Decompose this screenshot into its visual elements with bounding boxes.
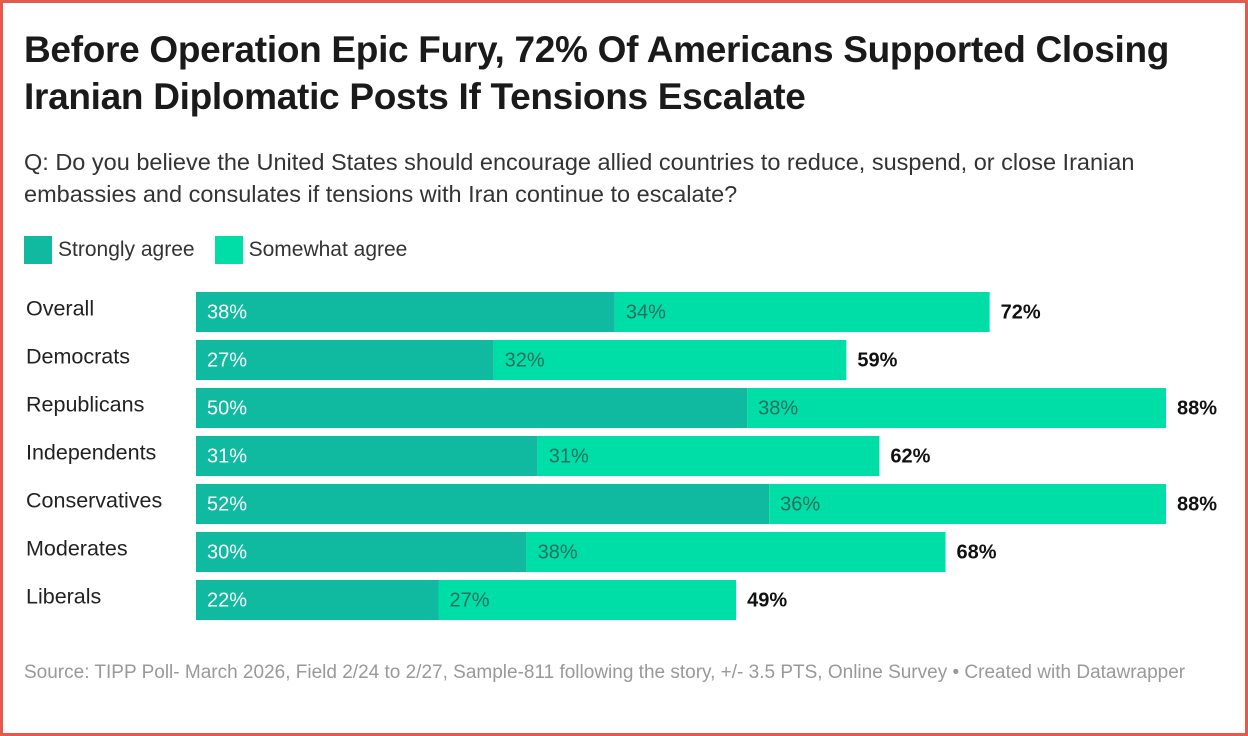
chart-subtitle: Q: Do you believe the United States shou… bbox=[24, 149, 1135, 207]
bar-value-strongly-agree-democrats: 27% bbox=[207, 349, 247, 371]
total-label-liberals: 49% bbox=[747, 589, 787, 611]
bar-value-somewhat-agree-democrats: 32% bbox=[505, 349, 545, 371]
bar-strongly-agree-independents bbox=[196, 436, 538, 476]
legend-label-strongly-agree: Strongly agree bbox=[58, 238, 195, 261]
bar-somewhat-agree-overall bbox=[614, 292, 990, 332]
bar-value-somewhat-agree-moderates: 38% bbox=[538, 541, 578, 563]
legend-swatch-somewhat-agree bbox=[214, 236, 243, 264]
row-label-democrats: Democrats bbox=[26, 345, 130, 369]
bar-value-somewhat-agree-independents: 31% bbox=[549, 445, 589, 467]
chart-title: Before Operation Epic Fury, 72% Of Ameri… bbox=[24, 29, 1170, 117]
bar-strongly-agree-democrats bbox=[196, 340, 494, 380]
bar-value-strongly-agree-overall: 38% bbox=[207, 301, 247, 323]
source-note: Source: TIPP Poll- March 2026, Field 2/2… bbox=[24, 662, 1186, 683]
row-label-overall: Overall bbox=[26, 297, 94, 321]
total-label-overall: 72% bbox=[1001, 301, 1041, 323]
bar-strongly-agree-republicans bbox=[196, 388, 748, 428]
bar-value-strongly-agree-moderates: 30% bbox=[207, 541, 247, 563]
bar-value-somewhat-agree-conservatives: 36% bbox=[780, 493, 820, 515]
bar-value-somewhat-agree-liberals: 27% bbox=[450, 589, 490, 611]
bar-value-strongly-agree-liberals: 22% bbox=[207, 589, 247, 611]
legend-item-strongly-agree: Strongly agree bbox=[24, 236, 195, 264]
bar-somewhat-agree-democrats bbox=[493, 340, 847, 380]
bar-strongly-agree-conservatives bbox=[196, 484, 770, 524]
legend-item-somewhat-agree: Somewhat agree bbox=[214, 236, 408, 264]
total-label-moderates: 68% bbox=[957, 541, 997, 563]
bar-somewhat-agree-republicans bbox=[747, 388, 1166, 428]
bar-somewhat-agree-moderates bbox=[526, 532, 946, 572]
bar-value-somewhat-agree-republicans: 38% bbox=[758, 397, 798, 419]
bar-strongly-agree-moderates bbox=[196, 532, 527, 572]
row-label-independents: Independents bbox=[26, 441, 156, 465]
legend-swatch-strongly-agree bbox=[24, 236, 52, 264]
bar-value-somewhat-agree-overall: 34% bbox=[626, 301, 666, 323]
bar-value-strongly-agree-republicans: 50% bbox=[207, 397, 247, 419]
bar-value-strongly-agree-independents: 31% bbox=[207, 445, 247, 467]
bar-value-strongly-agree-conservatives: 52% bbox=[207, 493, 247, 515]
bar-strongly-agree-liberals bbox=[196, 580, 439, 620]
legend: Strongly agree Somewhat agree bbox=[24, 236, 427, 264]
stacked-bar-chart: Overall 38% 34% 72% Democrats 27% 32% 59% Republ… bbox=[26, 292, 1217, 620]
row-label-republicans: Republicans bbox=[26, 393, 144, 417]
bar-somewhat-agree-independents bbox=[537, 436, 880, 476]
bar-strongly-agree-overall bbox=[196, 292, 615, 332]
total-label-democrats: 59% bbox=[857, 349, 897, 371]
total-label-conservatives: 88% bbox=[1177, 493, 1217, 515]
row-label-conservatives: Conservatives bbox=[26, 489, 162, 513]
total-label-republicans: 88% bbox=[1177, 397, 1217, 419]
legend-label-somewhat-agree: Somewhat agree bbox=[248, 238, 408, 261]
bar-somewhat-agree-liberals bbox=[438, 580, 737, 620]
row-label-moderates: Moderates bbox=[26, 537, 128, 561]
row-label-liberals: Liberals bbox=[26, 585, 101, 609]
total-label-independents: 62% bbox=[890, 445, 930, 467]
bar-somewhat-agree-conservatives bbox=[769, 484, 1166, 524]
